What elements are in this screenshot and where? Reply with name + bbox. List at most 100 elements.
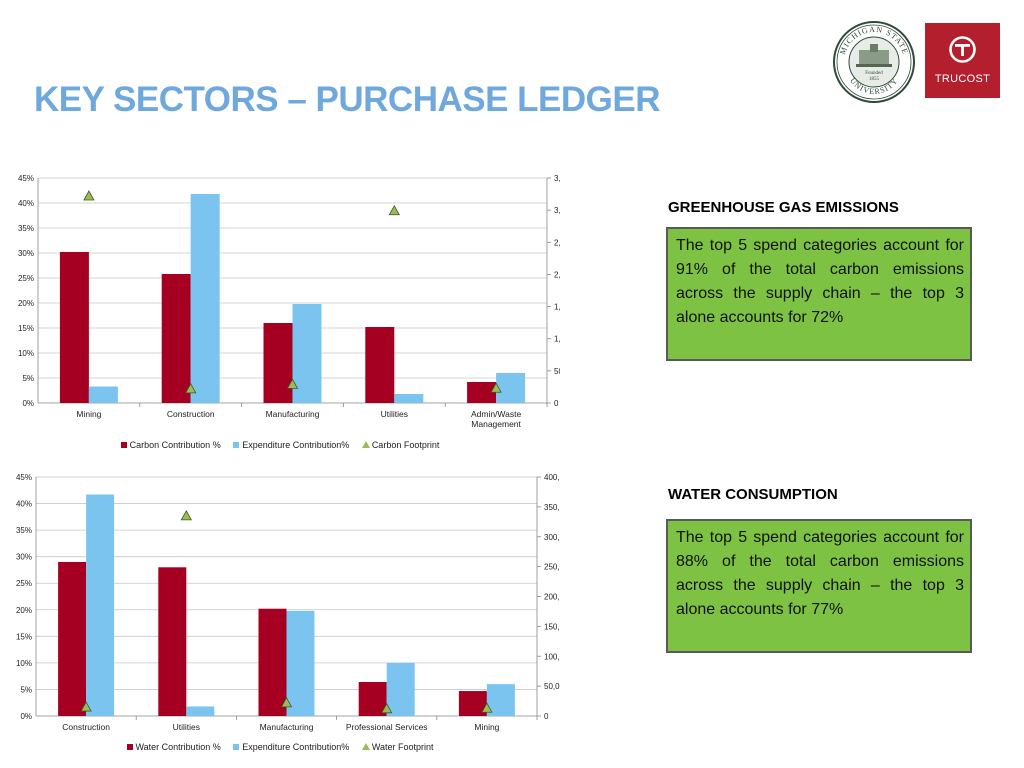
y2-tick-label: 3,000 (554, 206, 560, 215)
bar-expenditure (88, 386, 118, 403)
y-tick-label: 0% (20, 712, 32, 721)
y2-tick-label: 300,000 (544, 533, 560, 542)
y-tick-label: 35% (18, 224, 34, 233)
bar-expenditure (486, 684, 515, 716)
water-chart-plot: 0% 5% 10% 15% 20% 25% 30% 35% 40% 45% 0 50,000 100,0… (16, 473, 560, 732)
legend-item-expenditure-contribution: Expenditure Contribution% (233, 742, 349, 752)
trucost-logo: TRUCOST (925, 23, 1000, 98)
y2-tick-label: 0 (544, 712, 549, 721)
water-chart-legend: Water Contribution % Expenditure Contrib… (0, 742, 560, 752)
legend-label: Carbon Footprint (371, 440, 440, 450)
bar-contribution (158, 567, 187, 716)
trucost-brand-text: TRUCOST (934, 73, 991, 85)
water-note: The top 5 spend categories account for 8… (666, 519, 972, 653)
bar-contribution (365, 327, 395, 403)
y-tick-label: 35% (16, 526, 32, 535)
legend-label: Expenditure Contribution% (242, 440, 350, 450)
x-tick-label: Construction (167, 409, 215, 419)
trucost-mark-icon (949, 36, 976, 63)
y2-tick-label: 400,000 (544, 473, 560, 482)
y-tick-label: 45% (18, 174, 34, 183)
michigan-state-seal-logo: MICHIGAN STATE UNIVERSITY Founded 1855 (833, 21, 915, 103)
footprint-marker (83, 190, 95, 201)
bar-expenditure (386, 662, 415, 716)
x-tick-label: Professional Services (346, 722, 428, 732)
footprint-marker (286, 378, 299, 389)
carbon-chart-plot: 0% 5% 10% 15% 20% 25% 30% 35% 40% 45% 0 500 1,000 1,5… (18, 174, 560, 429)
legend-item-water-footprint: Water Footprint (361, 742, 434, 752)
y2-tick-label: 250,000 (544, 563, 560, 572)
bar-contribution (161, 274, 191, 403)
bar-expenditure (286, 610, 315, 716)
bar-contribution (258, 608, 287, 716)
y2-tick-label: 2,000 (554, 270, 560, 279)
footprint-marker (381, 703, 393, 714)
slide-title: KEY SECTORS – PURCHASE LEDGER (34, 80, 661, 119)
x-tick-label: Mining (76, 409, 101, 419)
y2-tick-label: 500 (554, 367, 560, 376)
y-tick-label: 25% (18, 274, 34, 283)
y-tick-label: 20% (16, 606, 32, 615)
y-tick-label: 0% (22, 399, 34, 408)
y-tick-label: 5% (20, 685, 32, 694)
y2-tick-label: 150,000 (544, 622, 560, 631)
ghg-note: The top 5 spend categories account for 9… (666, 227, 972, 361)
bar-expenditure (186, 706, 215, 716)
y2-tick-label: 50,000 (544, 682, 560, 691)
y-tick-label: 40% (16, 500, 32, 509)
x-tick-label: Management (471, 419, 521, 429)
y2-tick-label: 1,500 (554, 303, 560, 312)
bar-contribution (58, 561, 87, 716)
y2-tick-label: 1,000 (554, 335, 560, 344)
y2-tick-label: 200,000 (544, 593, 560, 602)
y-tick-label: 40% (18, 199, 34, 208)
bar-contribution (59, 252, 89, 403)
legend-label: Water Contribution % (135, 742, 221, 752)
x-tick-label: Admin/Waste (471, 409, 522, 419)
legend-item-expenditure-contribution: Expenditure Contribution% (233, 440, 349, 450)
footprint-marker (180, 510, 192, 521)
svg-text:1855: 1855 (869, 77, 880, 82)
x-tick-label: Construction (62, 722, 110, 732)
ghg-heading: GREENHOUSE GAS EMISSIONS (668, 199, 899, 216)
x-tick-label: Mining (474, 722, 499, 732)
water-chart: 0% 5% 10% 15% 20% 25% 30% 35% 40% 45% 0 50,000 100,0… (0, 465, 560, 765)
footprint-marker (388, 204, 400, 216)
y2-tick-label: 2,500 (554, 238, 560, 247)
bar-contribution (263, 323, 293, 403)
carbon-chart-legend: Carbon Contribution % Expenditure Contri… (0, 440, 560, 450)
x-tick-label: Utilities (381, 409, 408, 419)
footprint-marker (280, 697, 293, 708)
legend-label: Carbon Contribution % (129, 440, 221, 450)
bar-contribution (467, 382, 497, 403)
y2-tick-label: 3,500 (554, 174, 560, 183)
bar-expenditure (292, 304, 322, 403)
legend-item-carbon-contribution: Carbon Contribution % (120, 440, 221, 450)
legend-item-carbon-footprint: Carbon Footprint (361, 440, 440, 450)
y-tick-label: 15% (16, 632, 32, 641)
carbon-chart: 0% 5% 10% 15% 20% 25% 30% 35% 40% 45% 0 500 1,000 1,5… (0, 168, 560, 458)
legend-label: Water Footprint (371, 742, 434, 752)
x-tick-label: Utilities (173, 722, 200, 732)
legend-item-water-contribution: Water Contribution % (126, 742, 221, 752)
y-tick-label: 25% (16, 579, 32, 588)
water-heading: WATER CONSUMPTION (668, 486, 838, 503)
y-tick-label: 5% (22, 374, 34, 383)
svg-text:Founded: Founded (865, 71, 883, 76)
y2-tick-label: 0 (554, 399, 559, 408)
bar-expenditure (496, 373, 526, 403)
y-tick-label: 30% (16, 553, 32, 562)
footprint-marker (80, 701, 92, 712)
y-tick-label: 15% (18, 324, 34, 333)
y-tick-label: 10% (18, 349, 34, 358)
y-tick-label: 10% (16, 659, 32, 668)
bar-expenditure (190, 194, 220, 403)
bar-expenditure (86, 494, 115, 716)
y2-tick-label: 100,000 (544, 652, 560, 661)
y-tick-label: 20% (18, 299, 34, 308)
bar-expenditure (394, 394, 424, 403)
footprint-marker (185, 383, 197, 394)
footprint-marker (490, 382, 502, 393)
legend-label: Expenditure Contribution% (242, 742, 350, 752)
footprint-marker (481, 702, 493, 713)
